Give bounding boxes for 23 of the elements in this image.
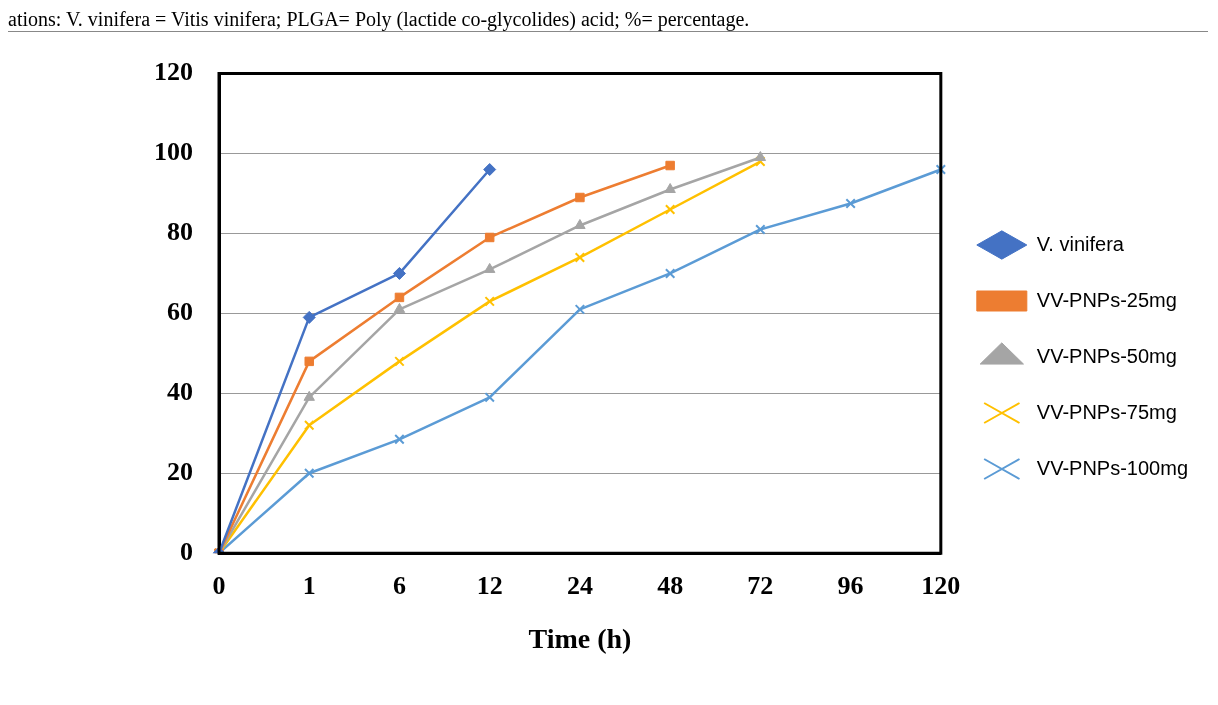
y-tick-label: 120 xyxy=(154,57,193,87)
x-tick-label: 6 xyxy=(392,570,406,600)
x-tick-label: 0 xyxy=(212,570,226,600)
x-tick-label: 1 xyxy=(302,570,316,600)
y-tick-label: 40 xyxy=(167,377,193,407)
legend-label: VV-PNPs-75mg xyxy=(1036,400,1177,423)
legend-label: VV-PNPs-100mg xyxy=(1036,456,1188,479)
x-tick-label: 96 xyxy=(837,570,864,600)
y-tick-label: 60 xyxy=(167,297,193,327)
x-tick-label: 120 xyxy=(921,570,961,600)
x-tick-label: 12 xyxy=(476,570,503,600)
text: ations: V. vinifera = Vitis vinifera; PLGA= Poly (lactide co-glycolides) acid; %= percentage. xyxy=(8,8,1208,32)
x-tick-label: 48 xyxy=(657,570,684,600)
x-axis-title: Time (h) xyxy=(528,623,632,655)
legend-label: V. vinifera xyxy=(1036,232,1125,255)
x-tick-label: 24 xyxy=(566,570,593,600)
y-tick-label: 100 xyxy=(154,137,193,167)
y-tick-label: 0 xyxy=(180,536,193,566)
legend-label: VV-PNPs-25mg xyxy=(1036,288,1177,311)
y-tick-label: 20 xyxy=(167,456,193,486)
x-tick-label: 72 xyxy=(747,570,774,600)
y-tick-label: 80 xyxy=(167,217,193,247)
legend-label: VV-PNPs-50mg xyxy=(1036,344,1177,367)
